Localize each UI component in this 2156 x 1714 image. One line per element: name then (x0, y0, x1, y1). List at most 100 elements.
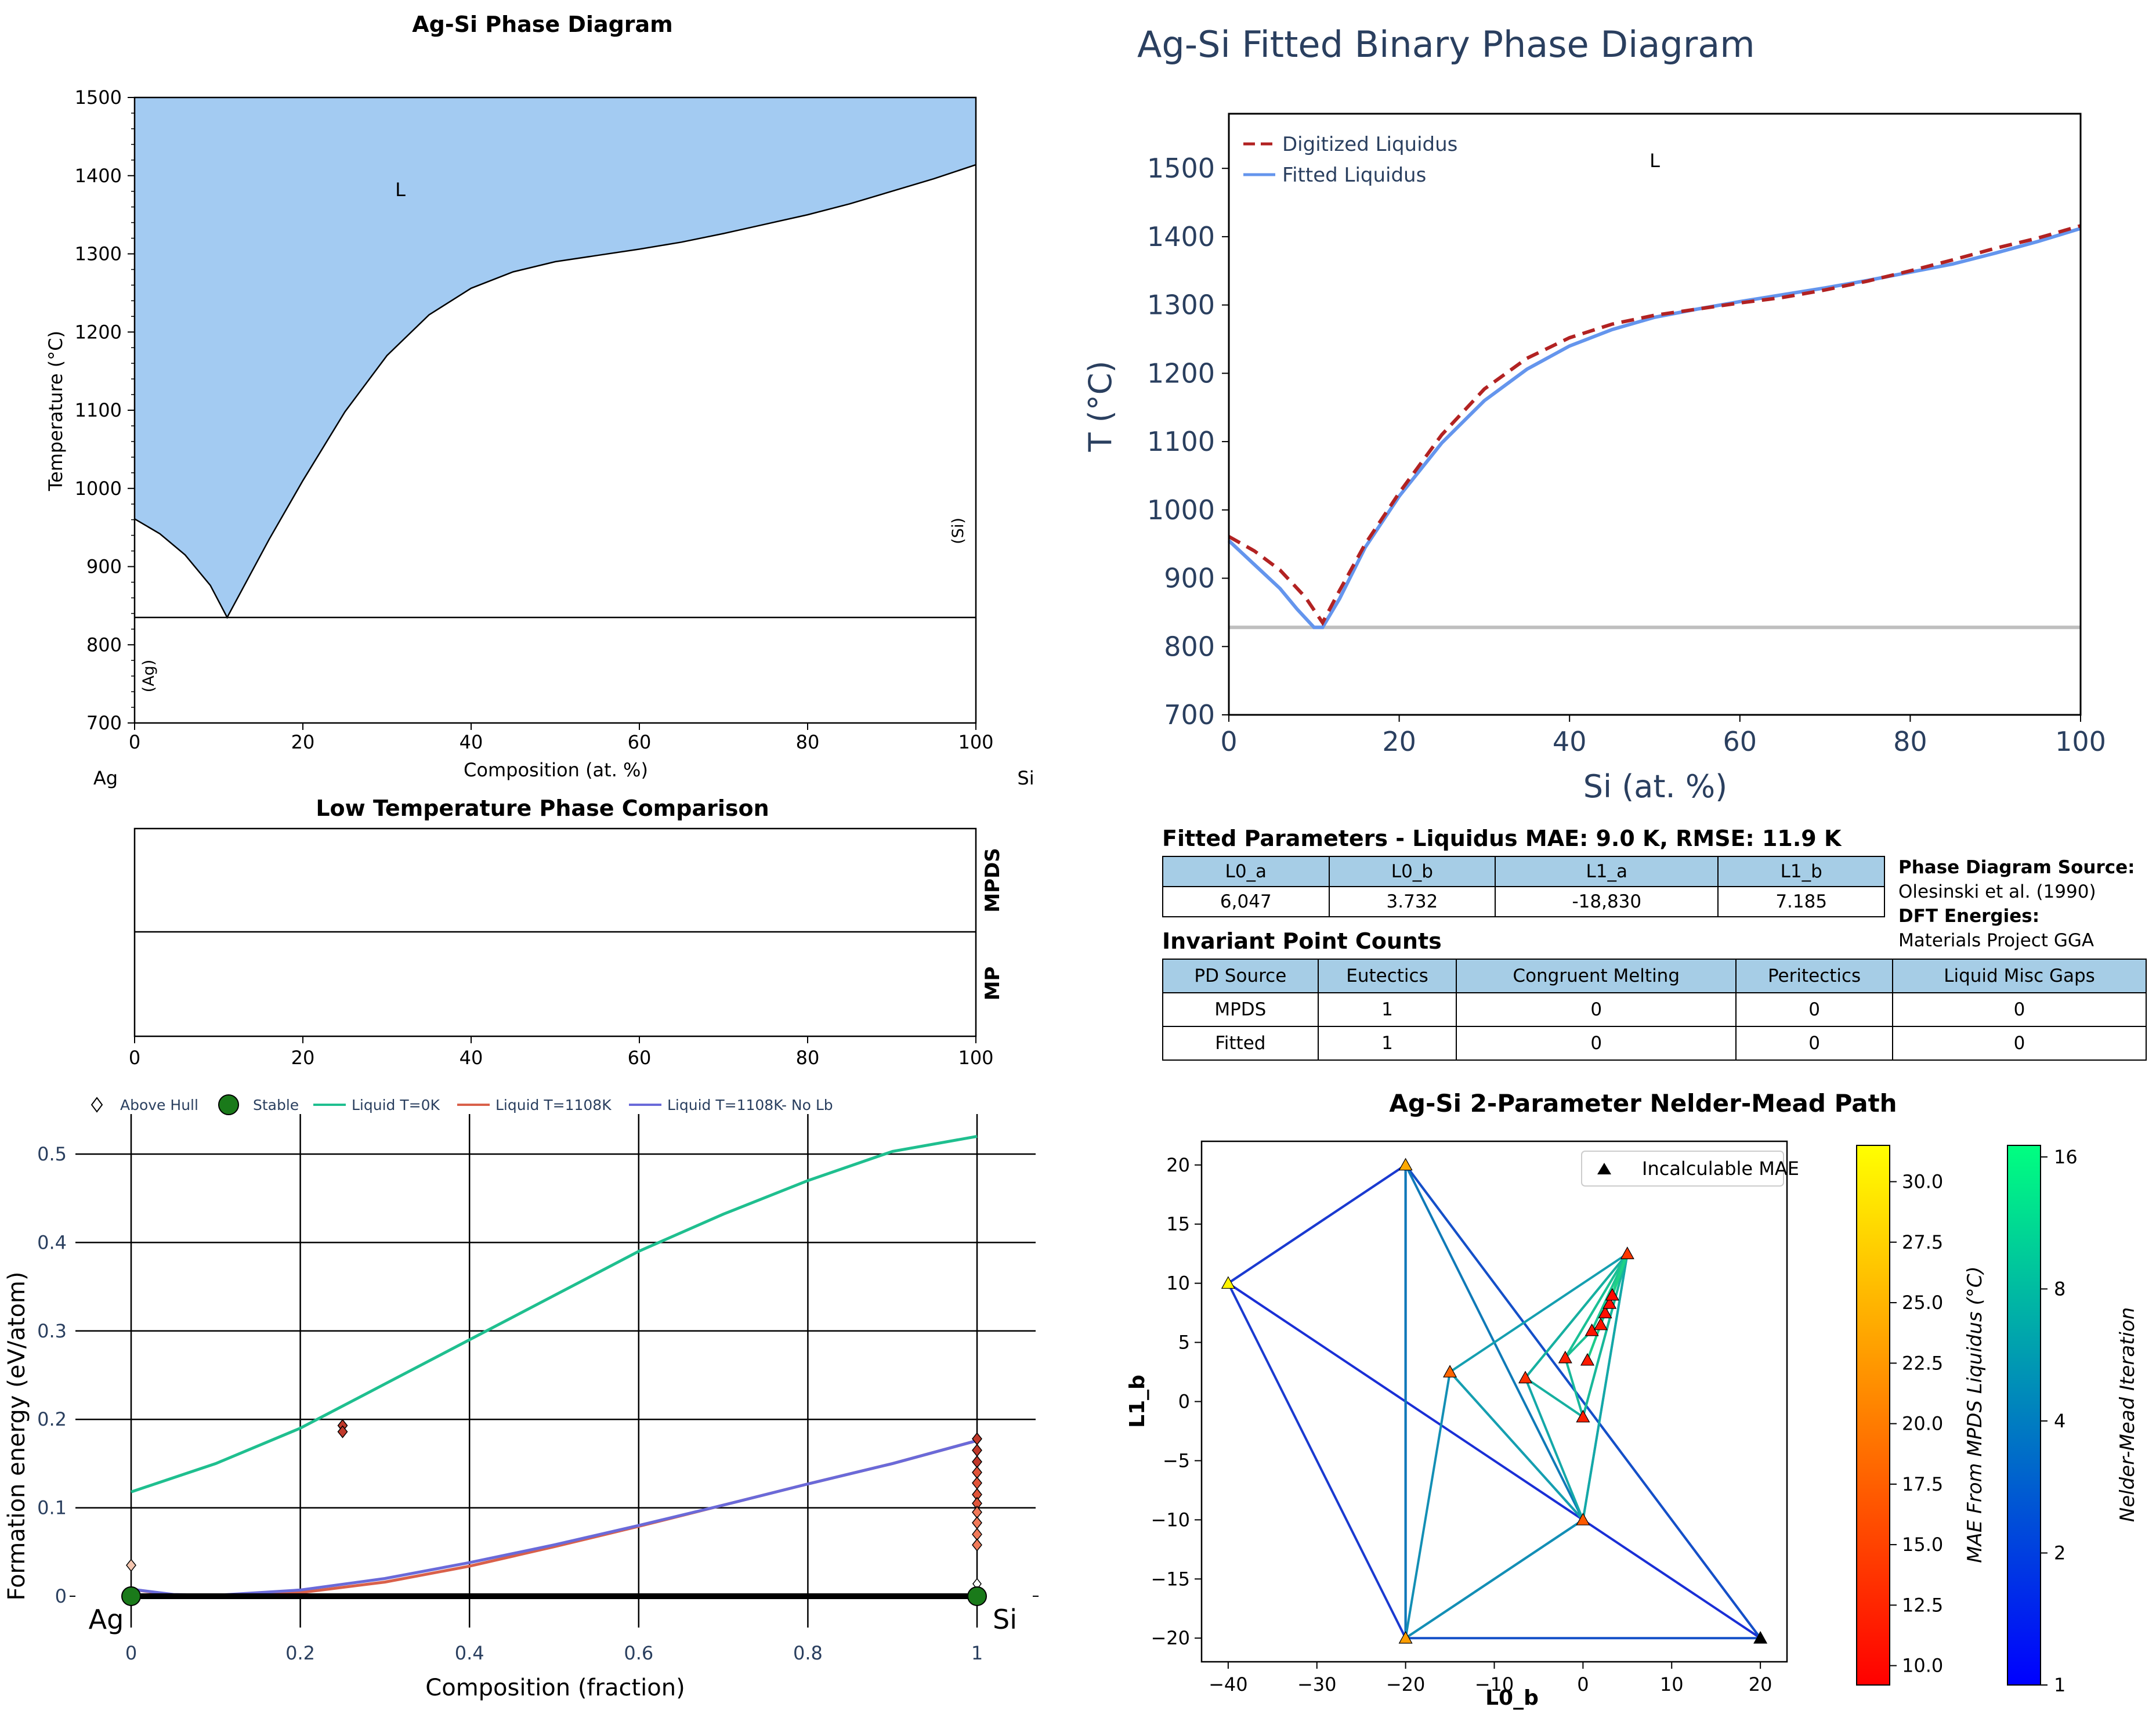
legend-label: Fitted Liquidus (1282, 164, 1426, 187)
y-tick-label: 1000 (75, 478, 122, 500)
y-tick-label: −15 (1151, 1568, 1190, 1590)
fitted-legend: Digitized Liquidus Fitted Liquidus (1243, 133, 1457, 187)
low-temp-comparison-chart: Low Temperature Phase Comparison MPDS MP… (129, 795, 1004, 1069)
pd-liquid-label: L (395, 179, 406, 201)
colorbar-tick-label: 22.5 (1902, 1352, 1943, 1374)
liquidus-line (134, 164, 976, 619)
params-header-l1b: L1_b (1717, 856, 1885, 887)
phase-diagram-chart: Ag-Si Phase Diagram 0 20 40 60 80 100 700 800 90… (45, 12, 1034, 789)
plot-frame (1228, 113, 2082, 716)
simplex-point (1620, 1246, 1634, 1260)
y-tick-label: 1400 (75, 165, 122, 187)
x-tick-label: −10 (1475, 1673, 1514, 1695)
hull-left-element: Ag (89, 1604, 124, 1635)
y-tick-label: 1100 (1147, 426, 1215, 457)
legend-label: Above Hull (120, 1097, 198, 1113)
invariants-table: PD Source Eutectics Congruent Melting Pe… (1162, 959, 2147, 1061)
nm-title: Ag-Si 2-Parameter Nelder-Mead Path (1389, 1089, 1897, 1118)
x-tick-label: −20 (1386, 1673, 1426, 1695)
colorbar-tick-label: 15.0 (1902, 1534, 1943, 1556)
above-hull-point (972, 1538, 982, 1552)
x-tick-label: 0 (129, 731, 140, 753)
y-tick-label: 15 (1166, 1213, 1190, 1235)
legend-label: Digitized Liquidus (1282, 133, 1457, 156)
dft-value: Materials Project GGA (1898, 930, 2094, 951)
colorbar-tick-label: 12.5 (1902, 1594, 1943, 1616)
y-tick-label: 1400 (1147, 221, 1215, 252)
x-tick-label: 80 (796, 1047, 820, 1069)
stable-point (967, 1586, 987, 1606)
y-tick-label: −5 (1163, 1449, 1190, 1471)
y-tick-label: −10 (1151, 1509, 1190, 1531)
x-tick-label: 0 (1220, 726, 1237, 757)
phase-diagram-title: Ag-Si Phase Diagram (412, 12, 673, 37)
x-tick-label: 60 (628, 1047, 652, 1069)
x-tick-label: 20 (1382, 726, 1416, 757)
y-tick-label: 0 (55, 1585, 67, 1607)
y-tick-label: 0.1 (37, 1497, 67, 1519)
above-hull-point (337, 1425, 348, 1438)
params-header-l0b: L0_b (1328, 856, 1496, 887)
simplex-point (1558, 1350, 1572, 1364)
liquid-1108k-no-lb-curve (131, 1439, 978, 1597)
pd-right-element: Si (1017, 767, 1034, 789)
x-tick-label: 20 (291, 1047, 315, 1069)
colorbar-tick-label: 27.5 (1902, 1231, 1943, 1253)
pd-x-axis-label: Composition (at. %) (464, 759, 648, 781)
params-value-l0b: 3.732 (1328, 886, 1496, 917)
inv-cell: MPDS (1162, 992, 1319, 1027)
colorbar-tick-label: 16 (2054, 1146, 2078, 1168)
y-tick-label: 1200 (1147, 357, 1215, 389)
colorbar-tick-label: 20.0 (1902, 1413, 1943, 1435)
x-tick-label: 80 (796, 731, 820, 753)
colorbar-tick-label: 1 (2054, 1674, 2065, 1696)
fitted-y-axis-label-wrap: T (°C) (1082, 361, 1119, 453)
x-tick-label: −40 (1209, 1673, 1248, 1695)
x-tick-label: 0 (129, 1047, 140, 1069)
inv-header: Peritectics (1735, 959, 1894, 993)
x-tick-label: 80 (1893, 726, 1927, 757)
hull-legend: Above Hull Stable Liquid T=0K Liquid T=1108… (91, 1094, 833, 1115)
y-tick-label: 700 (1164, 699, 1215, 731)
liquid-1108k-curve (131, 1439, 978, 1598)
y-tick-label: 1500 (1147, 153, 1215, 184)
liquid-region (135, 97, 976, 618)
x-tick-label: 0.6 (624, 1642, 653, 1664)
legend-marker-above-hull (91, 1097, 103, 1113)
colorbar-tick-label: 2 (2054, 1542, 2065, 1564)
pd-si-solid-label: (Si) (949, 518, 967, 544)
x-tick-label: 20 (1749, 1673, 1772, 1695)
colorbar-tick-label: 10.0 (1902, 1655, 1943, 1677)
invariants-title: Invariant Point Counts (1162, 928, 1442, 954)
params-source-block: Phase Diagram Source: Olesinski et al. (… (1898, 855, 2135, 953)
x-tick-label: 100 (958, 731, 993, 753)
pd-ag-solid-label: (Ag) (140, 660, 158, 693)
y-tick-label: 900 (1164, 563, 1215, 594)
simplex-point (1518, 1371, 1533, 1384)
above-hull-point (972, 1444, 982, 1457)
nm-legend: Incalculable MAE (1581, 1151, 1799, 1187)
simplex-edge (1404, 1164, 1585, 1640)
fitted-title: Ag-Si Fitted Binary Phase Diagram (1137, 23, 1755, 66)
simplex-point (1398, 1630, 1413, 1644)
x-tick-label: 60 (1723, 726, 1757, 757)
simplex-edge (1227, 1163, 1407, 1639)
x-tick-label: 100 (2055, 726, 2106, 757)
inv-cell: 1 (1317, 992, 1457, 1027)
y-tick-label: 800 (1164, 631, 1215, 662)
simplex-point (1605, 1288, 1619, 1301)
formation-energy-chart: Above Hull Stable Liquid T=0K Liquid T=1108… (3, 1094, 1039, 1701)
x-tick-label: 0 (1577, 1673, 1589, 1695)
y-tick-label: 0.3 (37, 1320, 67, 1342)
legend-box (1581, 1151, 1784, 1187)
low-temp-title: Low Temperature Phase Comparison (316, 795, 769, 821)
inv-header: Liquid Misc Gaps (1892, 959, 2147, 993)
y-tick-label: 900 (86, 556, 122, 578)
legend-label: Liquid T=0K (352, 1097, 440, 1113)
simplex-point (1598, 1306, 1612, 1319)
simplex-edge (1404, 1161, 1763, 1640)
simplex-point (1602, 1296, 1617, 1309)
simplex-edge (1226, 1163, 1761, 1639)
x-tick-label: 1 (971, 1642, 983, 1664)
simplex-point (1580, 1353, 1595, 1366)
